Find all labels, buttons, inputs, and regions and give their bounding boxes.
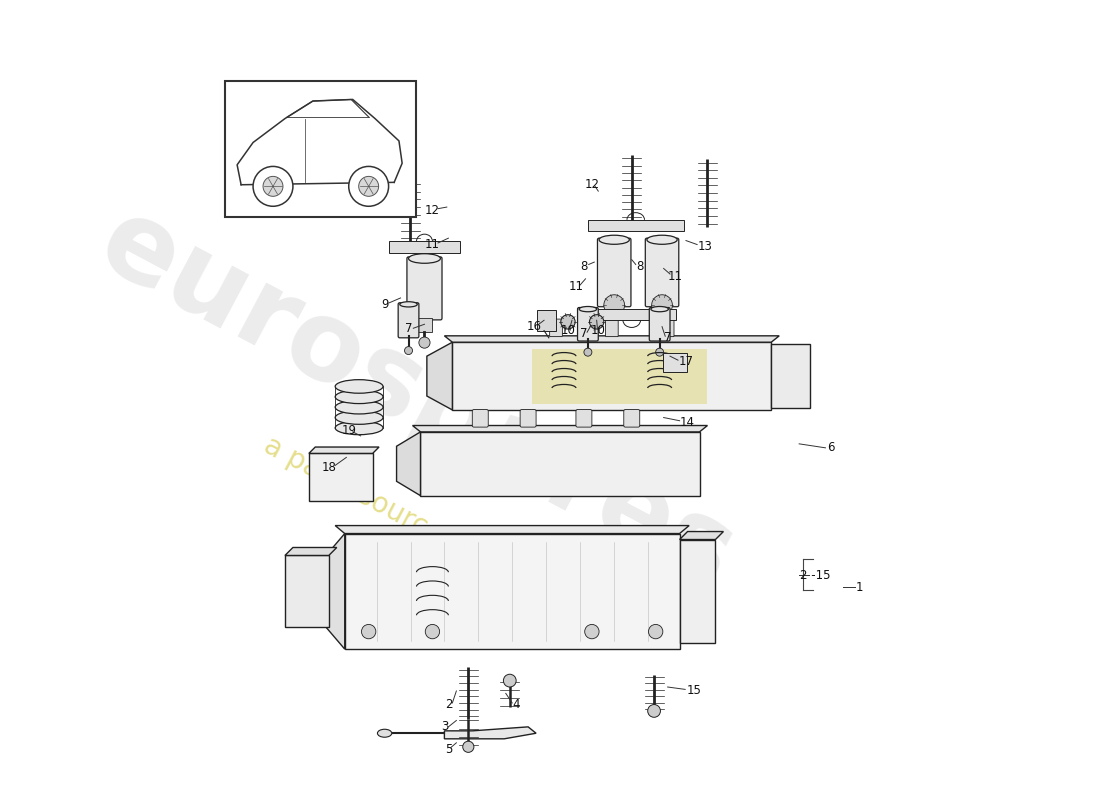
Polygon shape: [397, 432, 420, 496]
Polygon shape: [680, 531, 724, 539]
Polygon shape: [412, 426, 707, 432]
Text: 10: 10: [591, 324, 606, 337]
FancyBboxPatch shape: [520, 410, 536, 427]
FancyBboxPatch shape: [646, 238, 679, 306]
FancyBboxPatch shape: [605, 319, 618, 337]
Bar: [309, 454, 373, 502]
Text: 7: 7: [664, 331, 671, 344]
Text: 17: 17: [679, 355, 693, 368]
Ellipse shape: [408, 254, 440, 263]
Bar: [532, 349, 707, 403]
Circle shape: [405, 346, 412, 354]
Ellipse shape: [336, 390, 383, 403]
Bar: [452, 342, 771, 410]
Circle shape: [359, 176, 378, 196]
Polygon shape: [444, 727, 536, 739]
FancyBboxPatch shape: [624, 410, 640, 427]
Polygon shape: [315, 534, 344, 649]
Bar: [587, 220, 683, 231]
Text: 2: 2: [444, 698, 452, 711]
Text: 4: 4: [513, 698, 520, 711]
Text: 11: 11: [425, 238, 440, 251]
Circle shape: [590, 314, 604, 329]
Ellipse shape: [336, 400, 383, 414]
Text: 11: 11: [668, 270, 683, 283]
Ellipse shape: [336, 421, 383, 434]
Bar: [420, 432, 700, 496]
Circle shape: [362, 625, 376, 638]
Ellipse shape: [377, 730, 392, 738]
Text: 18: 18: [321, 462, 337, 474]
Circle shape: [263, 176, 283, 196]
Text: 9: 9: [381, 298, 388, 311]
Circle shape: [604, 294, 625, 315]
FancyBboxPatch shape: [550, 319, 562, 337]
Text: 6: 6: [827, 442, 835, 454]
Circle shape: [561, 314, 575, 329]
Text: 8: 8: [580, 259, 587, 273]
Circle shape: [585, 625, 600, 638]
Text: 7: 7: [405, 322, 412, 334]
Bar: [226, 81, 417, 217]
Circle shape: [584, 348, 592, 356]
FancyBboxPatch shape: [398, 302, 419, 338]
FancyBboxPatch shape: [407, 257, 442, 320]
Text: 10: 10: [561, 324, 575, 337]
Text: 7: 7: [580, 327, 587, 340]
Circle shape: [463, 742, 474, 752]
Text: 14: 14: [680, 416, 695, 429]
Circle shape: [651, 294, 672, 315]
Polygon shape: [444, 336, 779, 342]
Bar: [663, 353, 686, 372]
Text: 5: 5: [444, 742, 452, 756]
FancyBboxPatch shape: [472, 410, 488, 427]
Ellipse shape: [336, 410, 383, 424]
Bar: [285, 555, 329, 627]
Ellipse shape: [651, 306, 669, 312]
Ellipse shape: [647, 235, 678, 244]
Text: 2 -15: 2 -15: [800, 569, 830, 582]
Polygon shape: [336, 526, 689, 534]
FancyBboxPatch shape: [661, 319, 674, 337]
Bar: [680, 539, 715, 643]
Polygon shape: [309, 447, 379, 454]
Text: 3: 3: [441, 720, 448, 734]
Bar: [344, 534, 680, 649]
Text: 13: 13: [697, 240, 713, 253]
FancyBboxPatch shape: [649, 307, 670, 341]
Circle shape: [419, 337, 430, 348]
Polygon shape: [427, 342, 452, 410]
Bar: [771, 344, 810, 408]
Text: 19: 19: [341, 424, 356, 437]
Ellipse shape: [579, 306, 596, 312]
Text: 11: 11: [569, 280, 583, 294]
Circle shape: [648, 705, 660, 718]
Bar: [417, 318, 432, 332]
FancyBboxPatch shape: [576, 410, 592, 427]
Bar: [388, 242, 460, 253]
Text: 12: 12: [584, 178, 600, 191]
Circle shape: [349, 166, 388, 206]
FancyBboxPatch shape: [578, 307, 598, 341]
Text: eurospares: eurospares: [81, 188, 752, 612]
Text: 15: 15: [686, 685, 702, 698]
Ellipse shape: [600, 235, 629, 244]
Circle shape: [649, 625, 663, 638]
Bar: [584, 309, 675, 320]
Bar: [537, 310, 556, 330]
Circle shape: [253, 166, 293, 206]
Text: 12: 12: [425, 204, 440, 217]
Text: 16: 16: [527, 320, 542, 333]
Ellipse shape: [336, 380, 383, 394]
Text: a parts source since 1985: a parts source since 1985: [260, 431, 590, 624]
Ellipse shape: [399, 302, 417, 307]
Polygon shape: [285, 547, 337, 555]
Circle shape: [426, 625, 440, 638]
Circle shape: [504, 674, 516, 687]
Text: 8: 8: [636, 259, 644, 273]
Circle shape: [656, 348, 663, 356]
Text: 1: 1: [855, 581, 862, 594]
FancyBboxPatch shape: [597, 238, 631, 306]
